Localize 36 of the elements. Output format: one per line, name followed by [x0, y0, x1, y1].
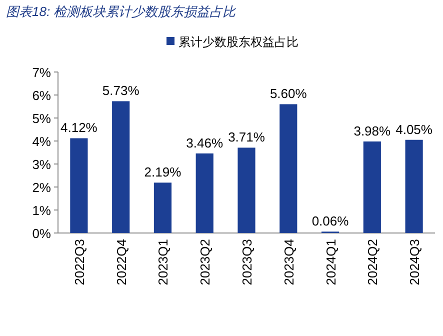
data-label: 3.46%: [186, 135, 224, 150]
bar: [112, 101, 130, 233]
y-tick-label: 6%: [32, 88, 52, 103]
x-tick-label: 2024Q1: [323, 239, 338, 286]
data-label: 2.19%: [144, 164, 182, 180]
x-tick-label: 2024Q3: [407, 239, 422, 286]
data-label: 0.06%: [312, 214, 350, 229]
x-tick-label: 2022Q3: [72, 239, 87, 286]
y-tick-label: 3%: [32, 157, 52, 172]
data-label: 3.71%: [228, 130, 266, 145]
bar: [280, 104, 298, 233]
y-tick-label: 7%: [32, 65, 52, 80]
legend-label: 累计少数股东权益占比: [178, 35, 298, 49]
bar: [405, 140, 423, 233]
bar: [238, 148, 256, 233]
x-tick-label: 2024Q2: [365, 239, 380, 286]
data-label: 4.12%: [60, 120, 98, 136]
data-label: 3.98%: [354, 123, 392, 138]
y-tick-label: 0%: [32, 226, 52, 241]
x-tick-label: 2022Q4: [114, 239, 129, 286]
chart-title: 图表18: 检测板块累计少数股东损益占比: [6, 4, 237, 19]
y-tick-label: 5%: [32, 111, 52, 126]
x-tick-label: 2023Q3: [240, 239, 254, 286]
x-tick-label: 2023Q2: [198, 239, 213, 286]
data-label: 4.05%: [396, 122, 433, 137]
data-label: 5.73%: [102, 83, 140, 98]
bar: [154, 182, 172, 233]
x-tick-label: 2023Q4: [281, 239, 296, 286]
x-tick-label: 2023Q1: [156, 239, 171, 286]
y-tick-label: 1%: [32, 203, 52, 218]
y-tick-label: 4%: [32, 134, 52, 149]
bar: [70, 138, 88, 233]
y-tick-label: 2%: [32, 180, 52, 195]
data-label: 5.60%: [270, 86, 308, 102]
bar: [196, 153, 214, 233]
bar: [363, 141, 381, 233]
